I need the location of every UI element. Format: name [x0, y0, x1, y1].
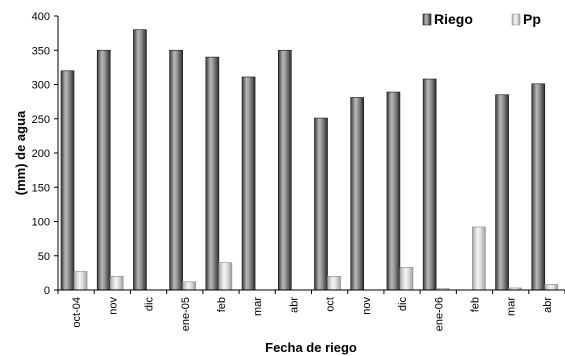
bar-riego-10 — [422, 78, 437, 291]
x-tick-label: ene-05 — [180, 297, 192, 331]
bar-pp-4 — [218, 262, 233, 291]
x-tick-label: abr — [288, 297, 300, 313]
legend-item-riego: Riego — [422, 11, 473, 27]
y-tick-label: 150 — [32, 182, 50, 194]
y-axis: 0 50 100 150 200 250 300 350 400 — [32, 11, 59, 297]
bar-pp-7 — [327, 275, 341, 291]
bar-riego-5 — [241, 76, 256, 291]
bar-pp-0 — [73, 271, 88, 291]
legend-label-pp: Pp — [523, 11, 541, 27]
bar-pp-13 — [544, 284, 559, 291]
bar-riego-7 — [314, 117, 328, 291]
x-tick-label: dic — [397, 297, 409, 312]
legend-label-riego: Riego — [434, 11, 473, 27]
x-tick-label: ene-06 — [433, 297, 445, 331]
x-tick-label: nov — [361, 297, 373, 315]
bar-riego-12 — [495, 94, 509, 291]
bar-riego-2 — [133, 29, 147, 291]
y-tick-label: 300 — [32, 80, 50, 92]
y-tick-label: 200 — [32, 148, 50, 160]
y-tick-label: 100 — [32, 217, 50, 229]
x-tick-label: feb — [469, 297, 481, 312]
x-tick-label: nov — [107, 297, 119, 315]
x-tick-label: mar — [252, 297, 264, 316]
bar-pp-9 — [399, 267, 414, 291]
y-tick-label: 0 — [44, 285, 50, 297]
y-axis-title: (mm) de agua — [13, 110, 28, 195]
y-tick-label: 250 — [32, 114, 50, 126]
legend-item-pp: Pp — [511, 11, 541, 27]
bar-riego-6 — [277, 49, 292, 291]
y-tick-label: 350 — [32, 45, 50, 57]
bar-riego-3 — [169, 49, 183, 291]
bar-riego-1 — [96, 49, 111, 291]
bar-pp-3 — [182, 281, 196, 291]
y-tick-label: 400 — [32, 11, 50, 23]
bar-riego-13 — [531, 83, 546, 291]
x-axis: oct-04 nov dic ene-05 feb mar abr oct nov dic ene-… — [57, 289, 565, 331]
bar-pp-11 — [472, 226, 486, 291]
x-tick-label: dic — [144, 297, 156, 312]
x-tick-label: oct-04 — [71, 297, 83, 328]
bar-riego-8 — [350, 97, 365, 291]
bar-riego-9 — [386, 91, 401, 291]
y-tick-label: 50 — [38, 251, 50, 263]
bar-riego-0 — [60, 70, 75, 291]
legend: Riego Pp — [422, 11, 541, 27]
x-tick-label: abr — [542, 297, 554, 313]
plot-area — [60, 29, 559, 291]
bar-pp-1 — [109, 275, 124, 291]
x-tick-label: feb — [216, 297, 228, 312]
legend-swatch-riego — [422, 13, 432, 26]
x-tick-label: oct — [325, 297, 337, 312]
x-tick-label: mar — [506, 297, 518, 316]
x-axis-title: Fecha de riego — [265, 340, 357, 355]
legend-swatch-pp — [511, 13, 521, 26]
bar-riego-4 — [205, 56, 220, 291]
